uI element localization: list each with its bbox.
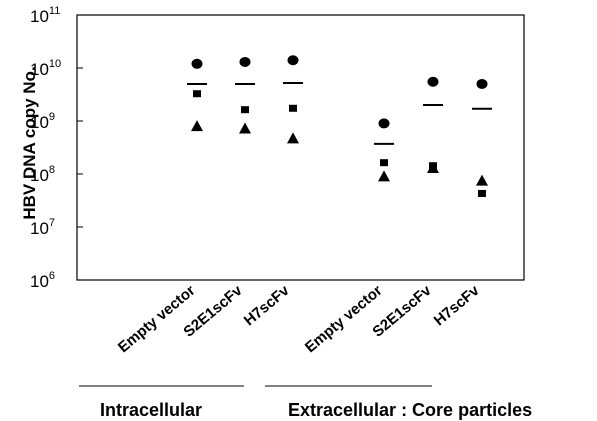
square-marker — [241, 106, 249, 114]
y-tick-label: 109 — [30, 111, 55, 132]
circle-marker — [378, 118, 390, 129]
category-label: H7scFv — [431, 282, 483, 330]
y-tick-label: 106 — [30, 270, 55, 291]
y-axis-label: HBV DNA copy No. — [20, 66, 39, 219]
group-labels: Intracellular Extracellular : Core parti… — [79, 385, 532, 420]
y-tick-label: 107 — [30, 217, 55, 238]
plot-axes — [76, 14, 525, 281]
category-label: Empty vector — [302, 282, 386, 356]
square-marker — [289, 104, 297, 112]
square-marker — [478, 189, 486, 197]
circle-marker — [239, 56, 251, 67]
circle-marker — [427, 76, 439, 87]
triangle-marker — [239, 122, 251, 134]
circle-marker — [287, 55, 299, 66]
group-label-intracellular: Intracellular — [100, 400, 202, 420]
square-marker — [380, 159, 388, 167]
category-label: H7scFv — [241, 282, 293, 330]
circle-marker — [476, 78, 488, 89]
y-tick-label: 1011 — [30, 5, 60, 26]
triangle-marker — [287, 132, 299, 144]
triangle-marker — [427, 161, 439, 173]
triangle-marker — [378, 170, 390, 182]
triangle-marker — [476, 174, 488, 186]
data-marks — [187, 55, 492, 197]
group-label-extracellular: Extracellular : Core particles — [288, 400, 532, 420]
plot-frame — [76, 14, 525, 281]
square-marker — [193, 90, 201, 98]
circle-marker — [191, 58, 203, 69]
triangle-marker — [191, 120, 203, 132]
category-label: Empty vector — [115, 282, 199, 356]
y-tick-label: 108 — [30, 164, 55, 185]
